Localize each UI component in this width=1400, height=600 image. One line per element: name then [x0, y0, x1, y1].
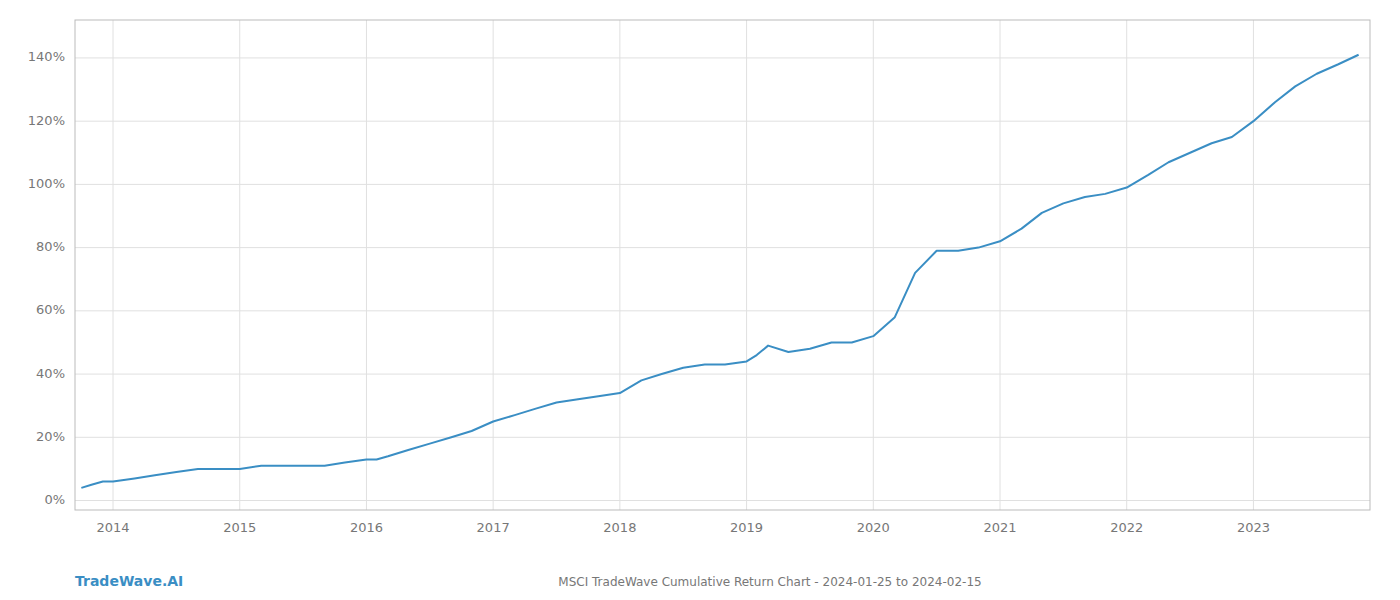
- x-tick-label: 2023: [1237, 520, 1270, 535]
- y-grid-line: [75, 310, 1370, 311]
- plot-frame: [75, 20, 1370, 510]
- y-grid-line: [75, 184, 1370, 185]
- texts: TradeWave.AI MSCI TradeWave Cumulative Re…: [75, 573, 982, 589]
- x-grid-line: [619, 20, 620, 510]
- y-grid-line: [75, 437, 1370, 438]
- y-grid-line: [75, 247, 1370, 248]
- x-tick-label: 2019: [730, 520, 763, 535]
- x-grid-line: [873, 20, 874, 510]
- y-grid-line: [75, 500, 1370, 501]
- y-tick-label: 20%: [36, 429, 65, 444]
- watermark: TradeWave.AI: [75, 573, 183, 589]
- x-grid-line: [113, 20, 114, 510]
- y-grid-line: [75, 121, 1370, 122]
- plot-area: [81, 55, 1358, 488]
- y-grid-line: [75, 57, 1370, 58]
- title: MSCI TradeWave Cumulative Return Chart -…: [558, 575, 981, 589]
- y-grid-line: [75, 374, 1370, 375]
- x-tick-label: 2016: [350, 520, 383, 535]
- x-grid-line: [239, 20, 240, 510]
- axes: 0% 20% 40% 60% 80% 100% 120% 140% 2014 2015 2016 20…: [28, 20, 1370, 535]
- x-grid-line: [366, 20, 367, 510]
- x-grid-line: [1253, 20, 1254, 510]
- x-tick-label: 2020: [857, 520, 890, 535]
- y-tick-label: 120%: [28, 113, 65, 128]
- y-tick-label: 80%: [36, 239, 65, 254]
- x-grid-line: [746, 20, 747, 510]
- x-tick-label: 2017: [477, 520, 510, 535]
- x-tick-label: 2018: [603, 520, 636, 535]
- x-tick-label: 2022: [1110, 520, 1143, 535]
- grid: [75, 20, 1370, 510]
- x-grid-line: [1126, 20, 1127, 510]
- y-tick-label: 140%: [28, 49, 65, 64]
- x-tick-label: 2014: [96, 520, 129, 535]
- data-line: [81, 55, 1358, 488]
- y-tick-label: 40%: [36, 366, 65, 381]
- x-grid-line: [1000, 20, 1001, 510]
- chart: 0% 20% 40% 60% 80% 100% 120% 140% 2014 2015 2016 20…: [0, 0, 1400, 600]
- x-tick-label: 2015: [223, 520, 256, 535]
- y-tick-label: 100%: [28, 176, 65, 191]
- y-tick-label: 0%: [44, 492, 65, 507]
- y-tick-label: 60%: [36, 302, 65, 317]
- x-tick-label: 2021: [983, 520, 1016, 535]
- x-grid-line: [493, 20, 494, 510]
